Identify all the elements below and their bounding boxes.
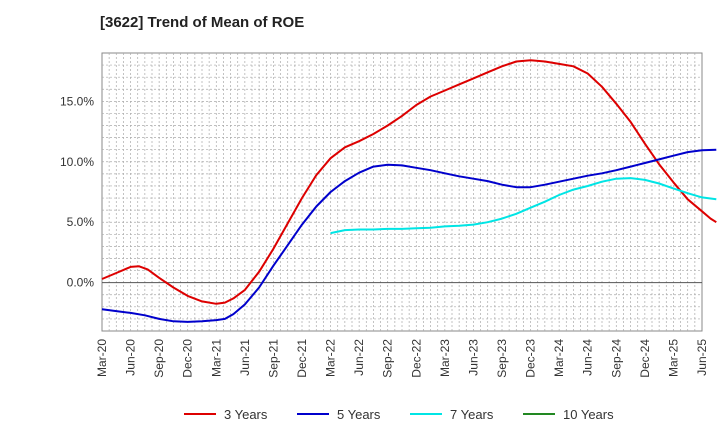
x-tick-label: Jun-24 <box>581 339 595 376</box>
x-tick-label: Mar-21 <box>209 339 223 377</box>
x-tick-label: Sep-20 <box>152 339 166 378</box>
x-tick-label: Jun-22 <box>352 339 366 376</box>
x-tick-label: Dec-24 <box>638 339 652 378</box>
x-tick-label: Sep-21 <box>266 339 280 378</box>
legend-label: 3 Years <box>224 407 268 422</box>
x-tick-label: Jun-23 <box>466 339 480 376</box>
series-line <box>101 148 717 323</box>
x-tick-label: Jun-25 <box>695 339 709 376</box>
legend-label: 10 Years <box>563 407 614 422</box>
x-tick-label: Mar-25 <box>666 339 680 377</box>
series-line <box>330 177 717 235</box>
y-tick-label: 0.0% <box>67 276 95 290</box>
x-tick-label: Mar-24 <box>552 339 566 377</box>
y-tick-label: 15.0% <box>60 94 94 108</box>
x-tick-label: Sep-24 <box>609 339 623 378</box>
x-tick-label: Mar-20 <box>95 339 109 377</box>
y-tick-label: 5.0% <box>67 215 95 229</box>
x-tick-label: Dec-21 <box>295 339 309 378</box>
series-line <box>101 59 717 305</box>
x-tick-label: Dec-22 <box>409 339 423 378</box>
y-tick-label: 10.0% <box>60 155 94 169</box>
x-tick-label: Sep-23 <box>495 339 509 378</box>
x-tick-label: Mar-23 <box>438 339 452 377</box>
x-tick-label: Mar-22 <box>324 339 338 377</box>
legend-label: 5 Years <box>337 407 381 422</box>
legend-label: 7 Years <box>450 407 494 422</box>
plot-area <box>101 52 703 332</box>
x-tick-label: Dec-23 <box>524 339 538 378</box>
chart-title: [3622] Trend of Mean of ROE <box>100 14 305 31</box>
x-tick-label: Jun-20 <box>124 339 138 376</box>
x-tick-label: Sep-22 <box>381 339 395 378</box>
x-tick-label: Jun-21 <box>238 339 252 376</box>
x-tick-label: Dec-20 <box>181 339 195 378</box>
